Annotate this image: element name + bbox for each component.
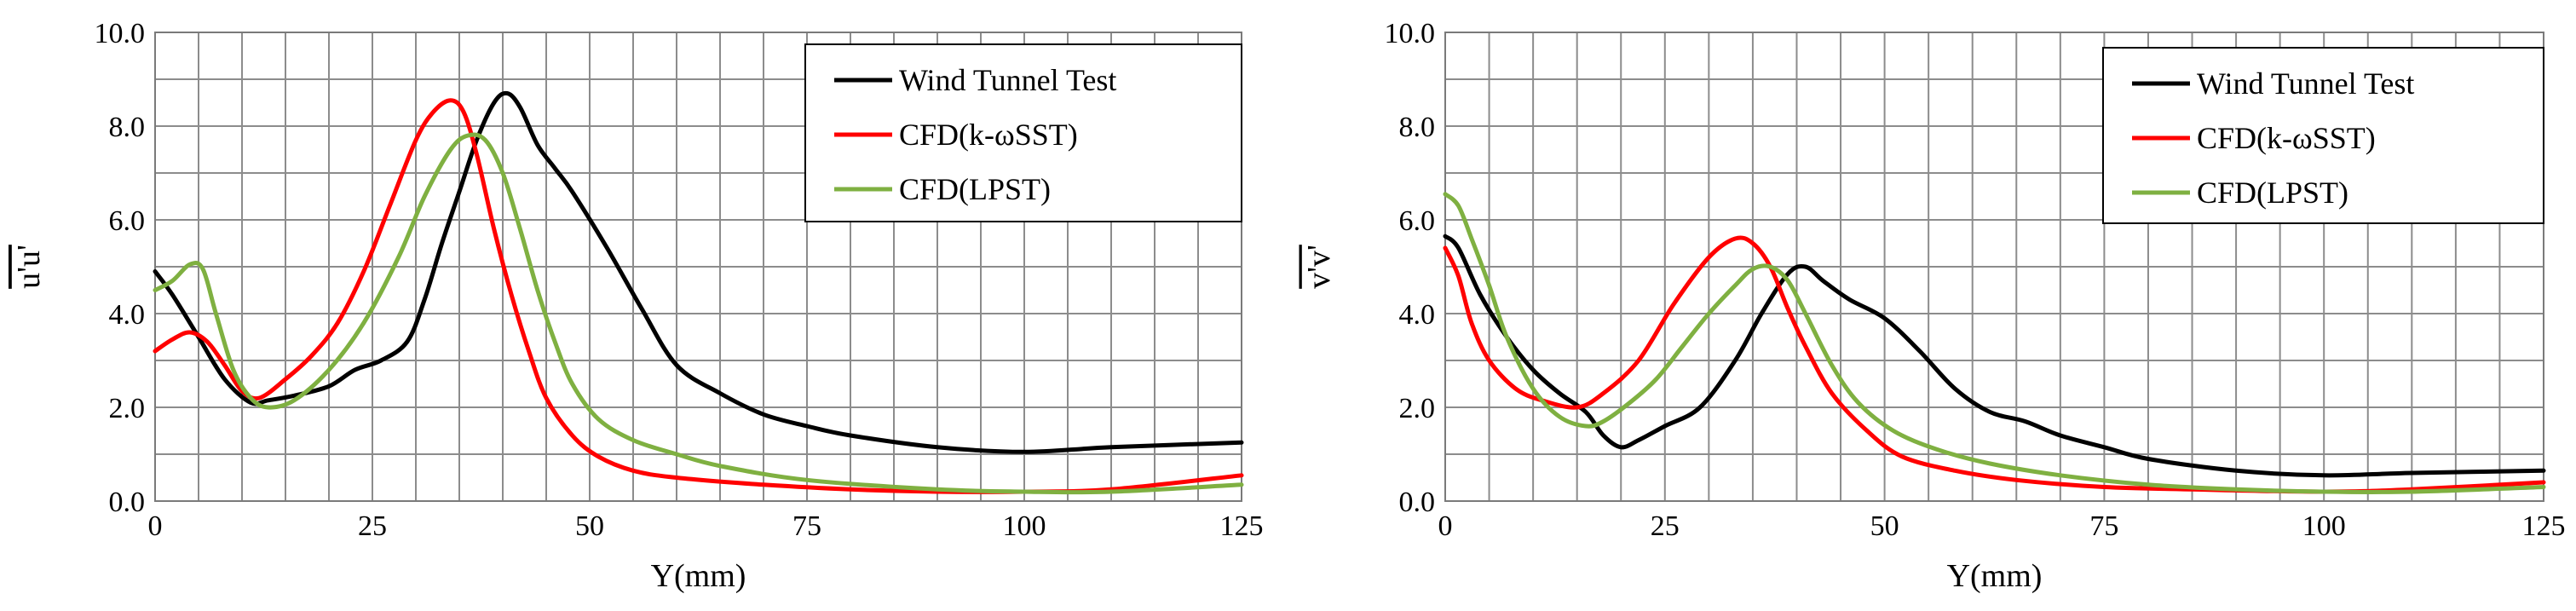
x-tick-label: 75	[2089, 510, 2118, 542]
x-tick-label: 125	[1220, 510, 1264, 542]
y-tick-label: 10.0	[1385, 18, 1436, 49]
series-line-cfd-k-sst	[1443, 235, 2546, 494]
legend-label: Wind Tunnel Test	[899, 63, 1116, 97]
y-axis-label: v'v'	[1301, 245, 1337, 289]
legend-label: CFD(LPST)	[899, 172, 1051, 206]
x-tick-label: 25	[1651, 510, 1680, 542]
chart-uu: 0.0 2.0 4.0 6.0 8.0 10.0 0 25 50 75 100 125 Y(mm) u'u…	[11, 18, 1264, 594]
y-tick-label: 2.0	[109, 393, 146, 424]
chart-vv: 0.0 2.0 4.0 6.0 8.0 10.0 0 25 50 75 100 125 Y(mm) v'v…	[1301, 18, 2566, 594]
x-tick-label: 100	[2302, 510, 2346, 542]
x-tick-label: 75	[792, 510, 821, 542]
legend-label: CFD(k-ωSST)	[2197, 121, 2376, 155]
y-tick-label: 6.0	[109, 205, 146, 237]
y-tick-label: 0.0	[109, 487, 146, 518]
plot-frame	[1444, 32, 2544, 502]
x-tick-label: 25	[358, 510, 387, 542]
x-tick-label: 50	[575, 510, 604, 542]
legend-label: Wind Tunnel Test	[2197, 66, 2414, 101]
x-tick-label: 125	[2522, 510, 2566, 542]
y-tick-label: 4.0	[109, 299, 146, 331]
chart-panel-vv: 0.0 2.0 4.0 6.0 8.0 10.0 0 25 50 75 100 125 Y(mm) v'v…	[1288, 0, 2576, 611]
chart-panel-uu: 0.0 2.0 4.0 6.0 8.0 10.0 0 25 50 75 100 125 Y(mm) u'u…	[11, 18, 1264, 594]
series-line-cfd-lpst	[1443, 192, 2546, 495]
y-tick-label: 2.0	[1399, 393, 1436, 424]
series-line-wind-tunnel-test	[1443, 233, 2546, 478]
y-tick-label: 10.0	[95, 18, 146, 49]
y-tick-label: 6.0	[1399, 205, 1436, 237]
y-tick-label: 8.0	[1399, 112, 1436, 143]
y-tick-label: 4.0	[1399, 299, 1436, 331]
y-tick-label: 0.0	[1399, 487, 1436, 518]
plot-frame	[154, 32, 1242, 502]
series-line-wind-tunnel-test	[153, 90, 1244, 454]
series-line-cfd-lpst	[153, 132, 1244, 495]
y-tick-label: 8.0	[109, 112, 146, 143]
legend: Wind Tunnel Test CFD(k-ωSST) CFD(LPST)	[804, 43, 1242, 222]
x-tick-label: 0	[1438, 510, 1453, 542]
y-axis-label: u'u'	[11, 245, 47, 289]
x-tick-label: 0	[148, 510, 163, 542]
x-tick-label: 100	[1003, 510, 1046, 542]
legend: Wind Tunnel Test CFD(k-ωSST) CFD(LPST)	[2102, 47, 2544, 224]
x-axis-label: Y(mm)	[1947, 558, 2043, 594]
legend-label: CFD(k-ωSST)	[899, 118, 1078, 152]
x-axis-label: Y(mm)	[651, 558, 746, 594]
x-tick-label: 50	[1870, 510, 1899, 542]
grid	[155, 32, 1242, 501]
legend-label: CFD(LPST)	[2197, 176, 2348, 210]
